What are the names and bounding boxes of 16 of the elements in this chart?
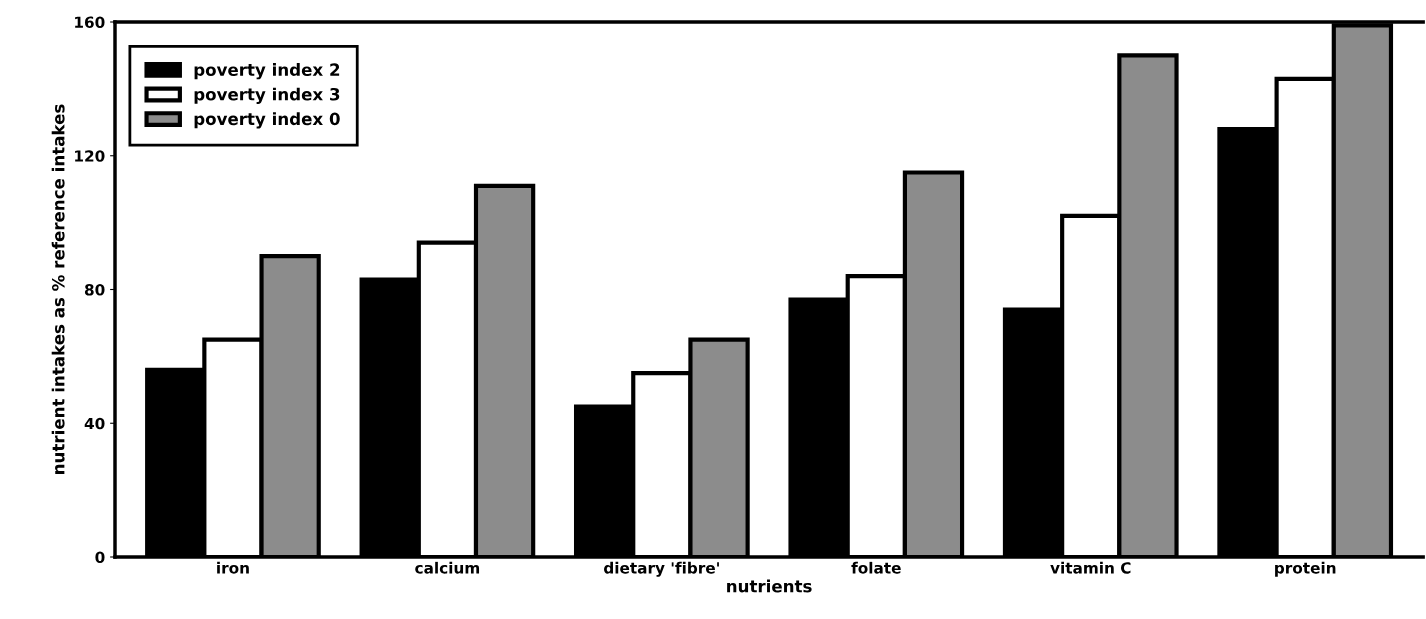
y-tick-label: 160 (75, 16, 105, 29)
y-tick-label: 40 (84, 417, 105, 430)
legend-label: poverty index 3 (194, 87, 340, 104)
legend-label: poverty index 0 (194, 112, 340, 129)
x-tick-label: calcium (415, 561, 480, 574)
y-tick-label: 120 (75, 150, 105, 162)
x-tick-label: dietary 'fibre' (604, 561, 719, 577)
y-axis-title: nutrient intakes as % reference intakes (51, 104, 65, 474)
y-tick-label: 0 (95, 551, 105, 564)
x-tick-label: protein (1275, 561, 1336, 577)
legend-label: poverty index 2 (194, 63, 340, 80)
x-axis-title: nutrients (727, 579, 812, 593)
y-tick-label: 80 (84, 283, 105, 296)
x-tick-label: iron (217, 561, 249, 574)
x-tick-label: folate (851, 561, 901, 574)
x-tick-label: vitamin C (1050, 561, 1131, 574)
